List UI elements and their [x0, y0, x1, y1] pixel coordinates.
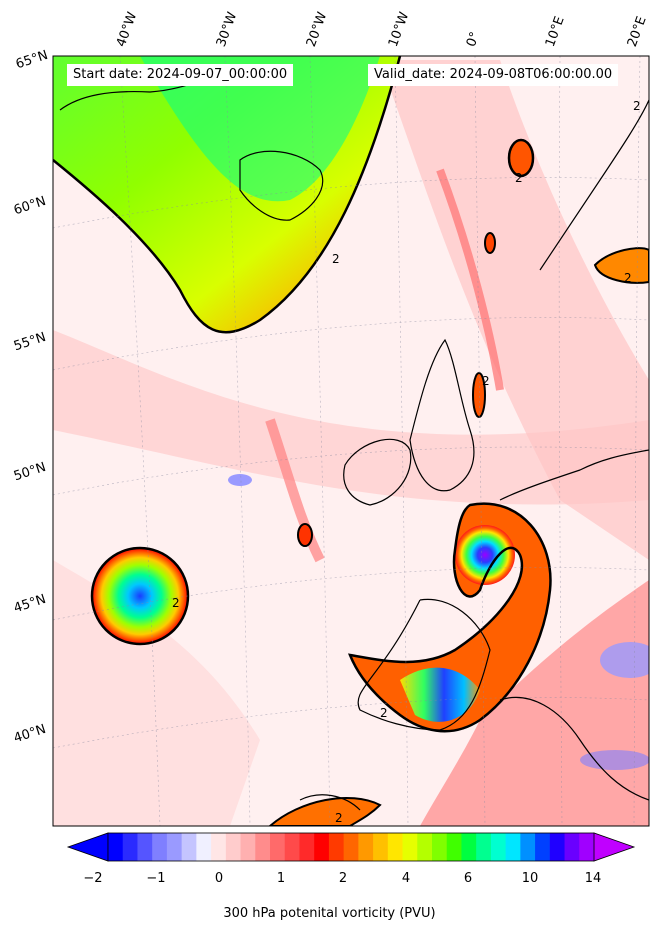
- start-date-label: Start date: 2024-09-07_00:00:00: [67, 64, 294, 86]
- contour-label: 2: [624, 271, 632, 285]
- colorbar-cell: [446, 833, 462, 861]
- colorbar-cell: [255, 833, 271, 861]
- colorbar-cell: [564, 833, 580, 861]
- pv-filament: [436, 168, 504, 391]
- pv-negative-patch: [228, 474, 252, 486]
- colorbar-extend-min: [66, 832, 109, 862]
- colorbar-tick: −2: [83, 871, 103, 886]
- colorbar-cell: [152, 833, 168, 861]
- colorbar-cell: [535, 833, 551, 861]
- pv-contour-2: [472, 372, 486, 418]
- colorbar-tick: 4: [401, 871, 411, 886]
- colorbar-cell: [490, 833, 507, 861]
- colorbar-tick: 10: [521, 871, 539, 886]
- colorbar-cell: [328, 833, 345, 861]
- pv-streamer-core: [400, 667, 480, 722]
- colorbar-cell: [181, 833, 197, 861]
- colorbar-cell: [476, 833, 492, 861]
- pv-contour-2: [297, 523, 313, 547]
- colorbar-cell: [373, 833, 389, 861]
- coastlines: [59, 74, 649, 811]
- pv-contour-2: [593, 247, 649, 284]
- valid-date-label: Valid_date: 2024-09-08T06:00:00.00: [368, 64, 619, 86]
- contour-label: 2: [332, 252, 340, 266]
- colorbar-cell: [520, 833, 536, 861]
- pv-filament: [265, 418, 325, 563]
- colorbar-cell: [270, 833, 286, 861]
- contour-label: 2: [172, 596, 180, 610]
- pv-contour-2: [507, 138, 535, 178]
- pv-negative-patch: [580, 750, 649, 770]
- pv-negative-patch: [600, 642, 649, 678]
- colorbar-cell: [579, 833, 595, 861]
- colorbar-cell: [387, 833, 404, 861]
- colorbar-cell: [137, 833, 153, 861]
- pv-contour-2: [348, 502, 552, 733]
- colorbar-tick: 2: [338, 871, 348, 886]
- cutoff-low-west: [92, 548, 188, 644]
- colorbar-cell: [358, 833, 374, 861]
- colorbar-title: 300 hPa potenital vorticity (PVU): [223, 906, 436, 921]
- colorbar-tick: 6: [463, 871, 473, 886]
- contour-label: 2: [482, 374, 490, 388]
- pv-reservoir-core: [140, 56, 380, 202]
- colorbar-cell: [284, 833, 300, 861]
- colorbar-frame: [107, 832, 595, 862]
- colorbar-cell: [505, 833, 521, 861]
- pv-contour-2: [484, 232, 496, 254]
- pv-band: [53, 330, 649, 505]
- pv-contour-2: [53, 56, 402, 334]
- colorbar-cell: [225, 833, 242, 861]
- pv-contour-2: [90, 546, 190, 646]
- contour-label: 2: [633, 99, 641, 113]
- colorbar-tick: 1: [276, 871, 286, 886]
- graticule: [53, 56, 649, 826]
- cutoff-hook: [350, 503, 551, 732]
- colorbar-cell: [108, 833, 124, 861]
- colorbar-tick: 0: [214, 871, 224, 886]
- colorbar-cell: [240, 833, 256, 861]
- pv-contour-2: [268, 797, 382, 826]
- colorbar-cell: [122, 833, 138, 861]
- contour-label: 2: [335, 811, 343, 825]
- colorbar-cell: [166, 833, 183, 861]
- colorbar-tick: 14: [584, 871, 602, 886]
- colorbar-cell: [432, 833, 448, 861]
- plot-frame: [52, 55, 650, 827]
- colorbar-cell: [402, 833, 418, 861]
- contour-label: 2: [380, 706, 388, 720]
- colorbar-cell: [343, 833, 359, 861]
- colorbar-extend-max: [593, 832, 636, 862]
- colorbar-cell: [196, 833, 212, 861]
- colorbar: [66, 832, 636, 862]
- cutoff-low-east: [455, 525, 515, 585]
- colorbar-cell: [314, 833, 330, 861]
- colorbar-cell: [549, 833, 566, 861]
- colorbar-cell: [211, 833, 227, 861]
- contour-label: 2: [515, 171, 523, 185]
- colorbar-cell: [461, 833, 477, 861]
- colorbar-cell: [417, 833, 433, 861]
- colorbar-tick: −1: [146, 871, 166, 886]
- colorbar-cell: [299, 833, 315, 861]
